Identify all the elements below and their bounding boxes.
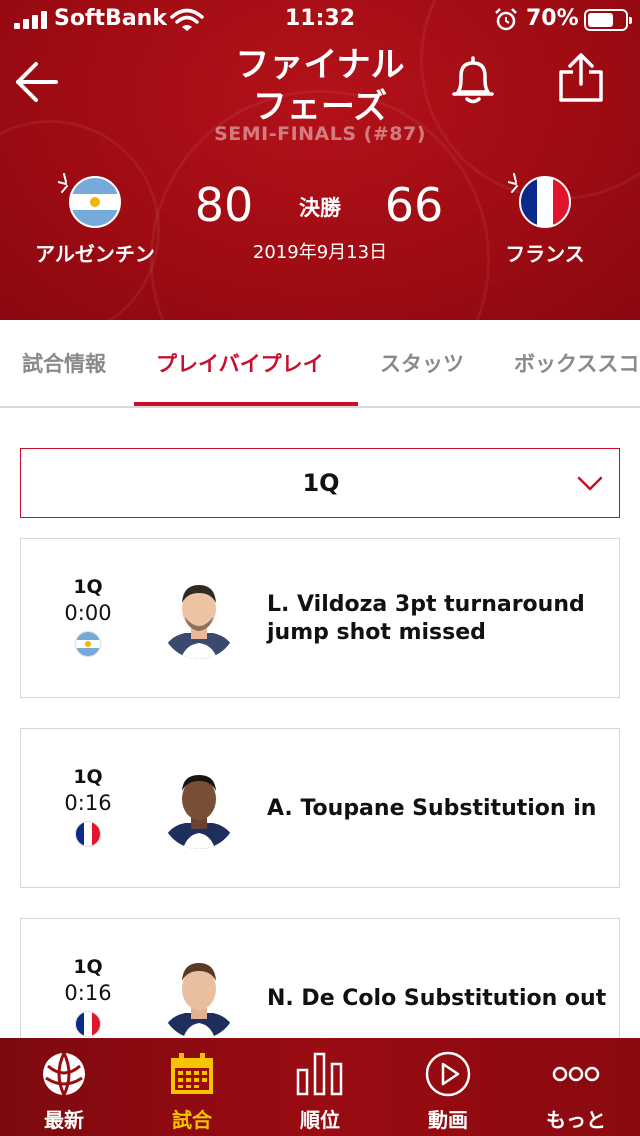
event-quarter: 1Q — [73, 576, 103, 598]
bar-chart-icon — [296, 1052, 343, 1096]
share-button[interactable] — [556, 52, 606, 104]
sparkle-icon — [508, 173, 518, 193]
event-description: N. De Colo Substitution out — [267, 986, 607, 1011]
active-tab-indicator — [134, 402, 358, 406]
event-description: A. Toupane Substitution in — [267, 796, 597, 821]
sparkle-icon — [58, 173, 68, 193]
away-team-name: フランス — [505, 242, 585, 266]
battery-percent: 70% — [526, 6, 579, 31]
nav-latest[interactable]: 最新 — [0, 1038, 128, 1136]
back-button[interactable] — [12, 58, 60, 106]
event-time: 1Q 0:16 — [49, 955, 127, 1037]
player-avatar — [161, 963, 237, 1039]
event-clock: 0:00 — [64, 601, 112, 625]
player-avatar — [161, 585, 237, 659]
home-team-name: アルゼンチン — [35, 242, 155, 266]
quarter-select[interactable]: 1Q — [20, 448, 620, 518]
play-event[interactable]: 1Q 0:00 L. Vildoza 3pt turnaround jump s… — [20, 538, 620, 698]
basketball-logo-icon — [43, 1052, 85, 1096]
play-event[interactable]: 1Q 0:16 A. Toupane Substitution in — [20, 728, 620, 888]
match-date: 2019年9月13日 — [252, 242, 388, 263]
home-score: 80 — [194, 178, 254, 232]
tab-bar: 試合情報 プレイバイプレイ スタッツ ボックススコア — [0, 320, 640, 408]
status-bar: SoftBank 11:32 70% — [0, 0, 640, 40]
calendar-icon — [171, 1053, 213, 1094]
battery-icon — [584, 9, 632, 31]
tab-stats[interactable]: スタッツ — [380, 352, 464, 376]
bottom-navigation: 最新 試合 順位 動画 — [0, 1038, 640, 1136]
event-quarter: 1Q — [73, 766, 103, 788]
argentina-flag-icon — [69, 176, 121, 228]
nav-matches[interactable]: 試合 — [128, 1038, 256, 1136]
play-circle-icon — [425, 1051, 471, 1097]
france-flag-icon — [519, 176, 571, 228]
page-title: ファイナル フェーズ — [235, 45, 405, 127]
france-flag-icon — [75, 1011, 101, 1037]
event-clock: 0:16 — [64, 981, 112, 1005]
alarm-clock-icon — [495, 8, 517, 31]
nav-label: 順位 — [300, 1108, 340, 1132]
nav-label: 試合 — [172, 1108, 212, 1132]
tab-box-score[interactable]: ボックススコア — [514, 352, 640, 376]
event-quarter: 1Q — [73, 956, 103, 978]
chevron-down-icon — [577, 476, 603, 491]
signal-bars-icon — [14, 11, 50, 29]
event-description: L. Vildoza 3pt turnaround jump shot miss… — [267, 592, 585, 645]
match-round: 決勝 — [299, 196, 341, 220]
share-icon — [559, 53, 603, 102]
nav-videos[interactable]: 動画 — [384, 1038, 512, 1136]
page-subtitle: SEMI-FINALS (#87) — [214, 123, 426, 145]
nav-label: もっと — [546, 1108, 606, 1132]
tab-play-by-play[interactable]: プレイバイプレイ — [156, 352, 324, 376]
event-time: 1Q 0:00 — [49, 575, 127, 657]
status-time: 11:32 — [284, 6, 356, 31]
more-dots-icon — [552, 1066, 600, 1082]
nav-label: 動画 — [428, 1108, 468, 1132]
nav-label: 最新 — [44, 1108, 84, 1132]
carrier-name: SoftBank — [54, 6, 167, 31]
home-team[interactable]: アルゼンチン — [20, 173, 170, 267]
arrow-left-icon — [16, 62, 58, 102]
argentina-flag-icon — [75, 631, 101, 657]
notification-button[interactable] — [448, 54, 498, 106]
player-avatar — [161, 775, 237, 849]
nav-more[interactable]: もっと — [512, 1038, 640, 1136]
quarter-select-value: 1Q — [302, 469, 340, 497]
event-time: 1Q 0:16 — [49, 765, 127, 847]
bell-icon — [452, 56, 494, 104]
match-header: SoftBank 11:32 70% ファイナル フェーズ SEMI-FINAL… — [0, 0, 640, 320]
nav-standings[interactable]: 順位 — [256, 1038, 384, 1136]
france-flag-icon — [75, 821, 101, 847]
away-score: 66 — [384, 178, 444, 232]
away-team[interactable]: フランス — [470, 173, 620, 267]
event-clock: 0:16 — [64, 791, 112, 815]
tab-match-info[interactable]: 試合情報 — [22, 352, 106, 376]
wifi-icon — [170, 8, 204, 31]
